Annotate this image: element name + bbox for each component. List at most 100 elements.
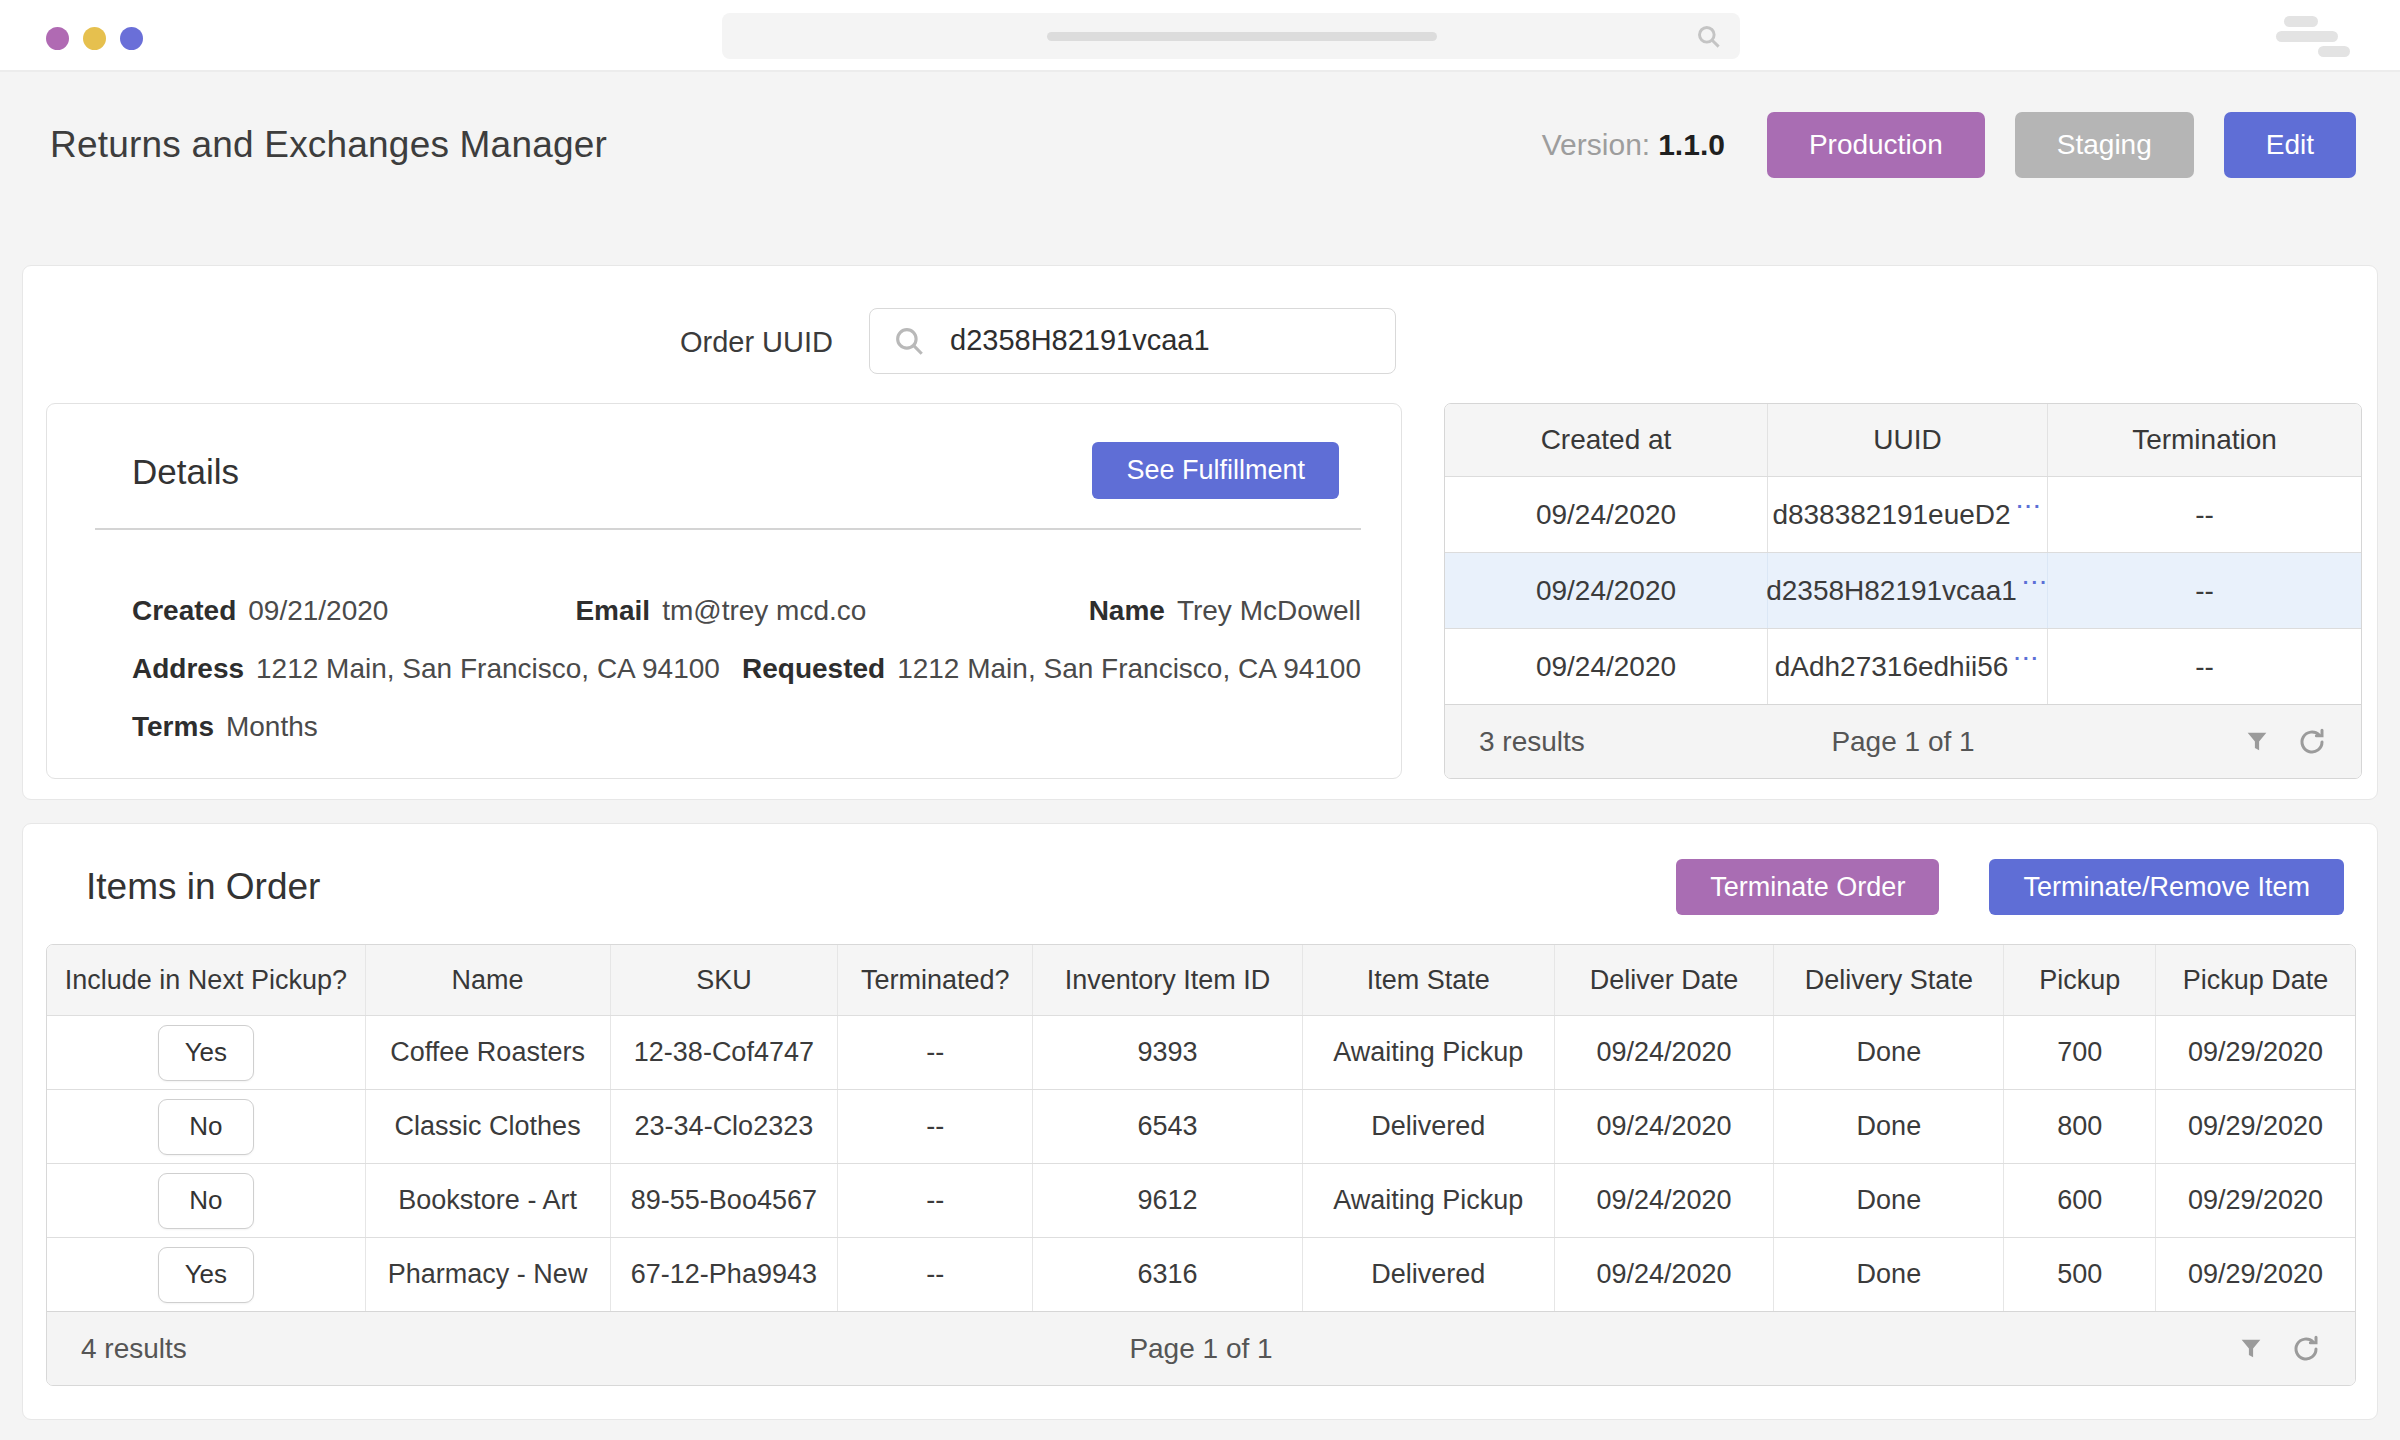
include-toggle-button[interactable]: Yes [158, 1025, 254, 1081]
orders-table-header: Created at UUID Termination [1445, 404, 2361, 476]
field-value: tm@trey mcd.co [662, 595, 866, 626]
uuid-text: d2358H82191vcaa1 [1766, 575, 2017, 607]
delivery-state-cell: Done [1773, 1090, 2003, 1163]
orders-table-footer: 3 results Page 1 of 1 [1445, 704, 2361, 778]
name-cell: Classic Clothes [365, 1090, 610, 1163]
column-header: Created at [1445, 404, 1767, 476]
details-panel: Details See Fulfillment Created09/21/202… [46, 403, 1402, 779]
termination-cell: -- [2047, 477, 2361, 552]
termination-cell: -- [2047, 629, 2361, 704]
name-cell: Pharmacy - New [365, 1238, 610, 1311]
include-cell: No [47, 1164, 365, 1237]
window-close-dot[interactable] [46, 27, 69, 50]
email-field: Email tm@trey mcd.co [575, 595, 1088, 627]
uuid-text: dAdh27316edhii56 [1775, 651, 2009, 683]
window-maximize-dot[interactable] [120, 27, 143, 50]
production-button[interactable]: Production [1767, 112, 1985, 178]
deliver-date-cell: 09/24/2020 [1554, 1016, 1774, 1089]
version-label: Version: [1542, 128, 1650, 161]
browser-address-bar[interactable] [722, 13, 1740, 59]
uuid-cell: d838382191eueD2··· [1767, 477, 2047, 552]
name-cell: Bookstore - Art [365, 1164, 610, 1237]
include-toggle-button[interactable]: No [158, 1173, 254, 1229]
deliver-date-cell: 09/24/2020 [1554, 1090, 1774, 1163]
name-field: Name Trey McDowell [1089, 595, 1361, 627]
results-count: 4 results [81, 1333, 187, 1365]
pickup-date-cell: 09/29/2020 [2155, 1238, 2355, 1311]
edit-button[interactable]: Edit [2224, 112, 2356, 178]
staging-button[interactable]: Staging [2015, 112, 2194, 178]
address-field: Address 1212 Main, San Francisco, CA 9410… [132, 653, 742, 685]
sku-cell: 67-12-Pha9943 [610, 1238, 838, 1311]
created-at-cell: 09/24/2020 [1445, 553, 1767, 628]
order-uuid-search [869, 308, 1396, 374]
include-toggle-button[interactable]: No [158, 1099, 254, 1155]
inventory-id-cell: 9612 [1032, 1164, 1302, 1237]
table-row: No Bookstore - Art 89-55-Boo4567 -- 9612… [47, 1163, 2355, 1237]
include-cell: Yes [47, 1016, 365, 1089]
pickup-date-cell: 09/29/2020 [2155, 1016, 2355, 1089]
inventory-id-cell: 6543 [1032, 1090, 1302, 1163]
item-state-cell: Delivered [1302, 1090, 1554, 1163]
window-minimize-dot[interactable] [83, 27, 106, 50]
field-label: Terms [132, 711, 214, 742]
inventory-id-cell: 9393 [1032, 1016, 1302, 1089]
orders-table: Created at UUID Termination 09/24/2020 d… [1444, 403, 2362, 779]
filter-icon[interactable] [2237, 1335, 2265, 1363]
pickup-date-cell: 09/29/2020 [2155, 1090, 2355, 1163]
terminated-cell: -- [837, 1238, 1032, 1311]
delivery-state-cell: Done [1773, 1238, 2003, 1311]
items-title: Items in Order [86, 866, 320, 908]
column-header: Termination [2047, 404, 2361, 476]
field-value: 09/21/2020 [248, 595, 388, 626]
more-icon[interactable]: ··· [2023, 571, 2049, 594]
field-label: Email [575, 595, 650, 626]
browser-menu-icon[interactable] [2276, 16, 2354, 57]
menu-bar [2276, 31, 2338, 42]
field-value: Trey McDowell [1177, 595, 1361, 626]
order-uuid-input[interactable] [950, 309, 1380, 371]
refresh-icon[interactable] [2291, 1334, 2321, 1364]
name-cell: Coffee Roasters [365, 1016, 610, 1089]
field-label: Address [132, 653, 244, 684]
divider [95, 528, 1361, 530]
menu-bar [2284, 16, 2318, 27]
created-field: Created09/21/2020 [132, 595, 575, 627]
include-toggle-button[interactable]: Yes [158, 1247, 254, 1303]
terminated-cell: -- [837, 1164, 1032, 1237]
item-state-cell: Awaiting Pickup [1302, 1016, 1554, 1089]
refresh-icon[interactable] [2297, 727, 2327, 757]
pickup-cell: 500 [2003, 1238, 2155, 1311]
window-controls[interactable] [46, 27, 143, 50]
filter-icon[interactable] [2243, 728, 2271, 756]
table-row[interactable]: 09/24/2020 dAdh27316edhii56··· -- [1445, 628, 2361, 704]
field-value: 1212 Main, San Francisco, CA 94100 [256, 653, 720, 684]
column-header: Item State [1302, 945, 1554, 1015]
field-value: 1212 Main, San Francisco, CA 94100 [897, 653, 1361, 684]
items-card: Items in Order Terminate Order Terminate… [22, 823, 2378, 1420]
see-fulfillment-button[interactable]: See Fulfillment [1092, 442, 1339, 499]
table-row[interactable]: 09/24/2020 d838382191eueD2··· -- [1445, 476, 2361, 552]
details-fields: Created09/21/2020 Email tm@trey mcd.co Na… [132, 569, 1361, 743]
column-header: Deliver Date [1554, 945, 1774, 1015]
terminate-order-button[interactable]: Terminate Order [1676, 859, 1939, 915]
terminate-remove-item-button[interactable]: Terminate/Remove Item [1989, 859, 2344, 915]
termination-cell: -- [2047, 553, 2361, 628]
created-at-cell: 09/24/2020 [1445, 477, 1767, 552]
version-value: 1.1.0 [1658, 128, 1725, 161]
terminated-cell: -- [837, 1016, 1032, 1089]
table-row: No Classic Clothes 23-34-Clo2323 -- 6543… [47, 1089, 2355, 1163]
column-header: Inventory Item ID [1032, 945, 1302, 1015]
column-header: Terminated? [837, 945, 1032, 1015]
browser-chrome [0, 0, 2400, 72]
sku-cell: 23-34-Clo2323 [610, 1090, 838, 1163]
field-label: Name [1089, 595, 1165, 626]
more-icon[interactable]: ··· [2017, 495, 2043, 518]
more-icon[interactable]: ··· [2014, 647, 2040, 670]
created-at-cell: 09/24/2020 [1445, 629, 1767, 704]
items-table: Include in Next Pickup? Name SKU Termina… [46, 944, 2356, 1386]
items-table-footer: 4 results Page 1 of 1 [47, 1311, 2355, 1385]
search-icon [892, 324, 926, 362]
table-row-selected[interactable]: 09/24/2020 d2358H82191vcaa1 ··· -- [1445, 552, 2361, 628]
terminated-cell: -- [837, 1090, 1032, 1163]
